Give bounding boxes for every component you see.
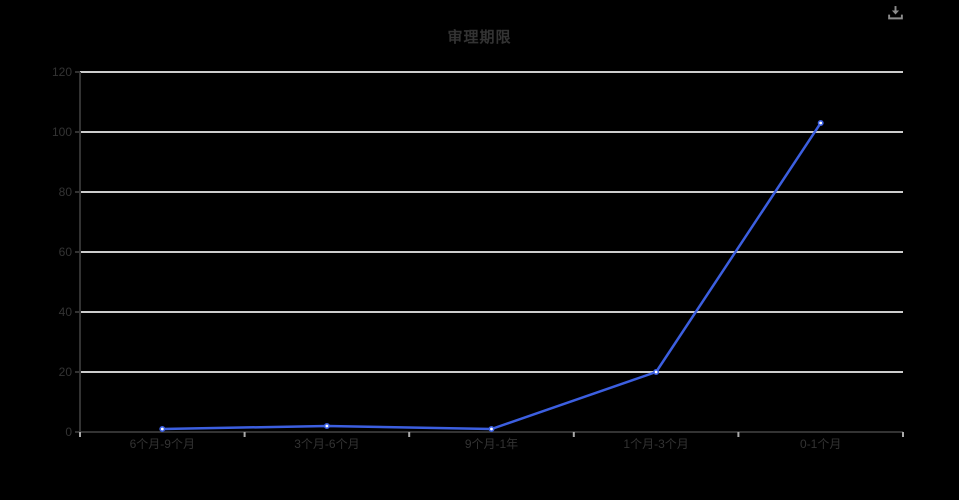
download-icon xyxy=(888,6,903,20)
y-axis-label: 0 xyxy=(65,425,72,439)
data-point[interactable] xyxy=(159,425,166,432)
x-axis-label: 0-1个月 xyxy=(800,437,841,451)
data-point[interactable] xyxy=(323,422,330,429)
data-point[interactable] xyxy=(817,120,824,127)
y-axis-label: 80 xyxy=(59,185,73,199)
y-axis-label: 40 xyxy=(59,305,73,319)
series-line xyxy=(161,121,822,431)
y-axis-label: 20 xyxy=(59,365,73,379)
save-as-image-button[interactable] xyxy=(887,5,904,22)
y-axis-label: 120 xyxy=(52,65,72,79)
x-axis-label: 9个月-1年 xyxy=(465,437,518,451)
x-axis-label: 1个月-3个月 xyxy=(623,437,688,451)
data-point[interactable] xyxy=(488,425,495,432)
y-axis-label: 100 xyxy=(52,125,72,139)
x-axis-label: 6个月-9个月 xyxy=(130,437,195,451)
x-axis-label: 3个月-6个月 xyxy=(294,437,359,451)
y-axis-label: 60 xyxy=(59,245,73,259)
chart-title: 审理期限 xyxy=(447,29,512,46)
data-point[interactable] xyxy=(653,368,660,375)
